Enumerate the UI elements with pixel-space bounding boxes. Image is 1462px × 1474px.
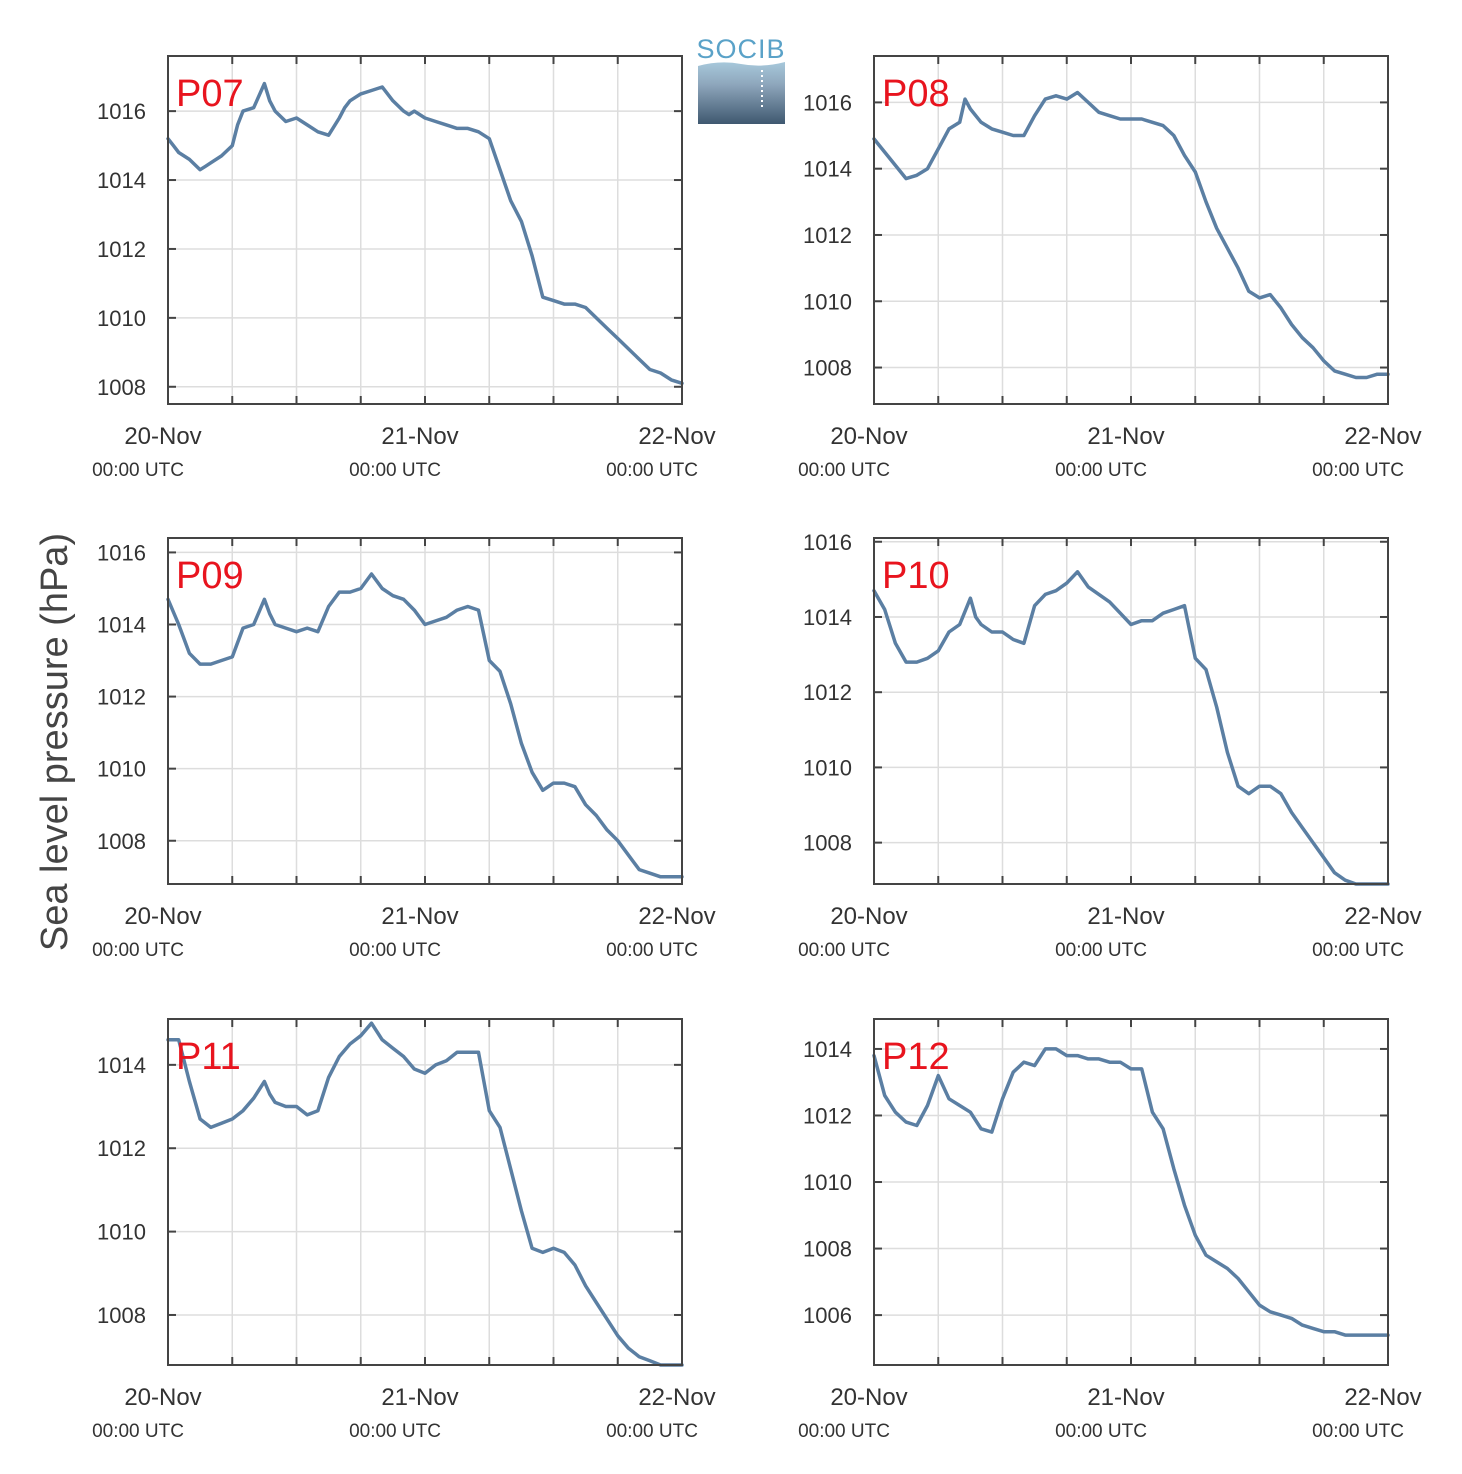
- y-tick-label: 1012: [97, 1136, 146, 1161]
- y-tick-label: 1008: [803, 1237, 852, 1262]
- pressure-series-line: [872, 570, 1390, 886]
- x-tick-date-label: 21-Nov: [1087, 903, 1164, 930]
- y-tick-label: 1014: [97, 1053, 146, 1078]
- y-tick-label: 1014: [97, 168, 146, 193]
- logo-text: SOCIB: [696, 34, 785, 64]
- y-tick-label: 1016: [803, 90, 852, 115]
- pressure-series-line: [872, 1047, 1390, 1337]
- plot-frame: [167, 537, 683, 885]
- y-tick-label: 1014: [803, 157, 852, 182]
- pressure-series-line: [166, 572, 684, 879]
- panel-label: P09: [176, 555, 244, 597]
- panel-label: P08: [882, 73, 950, 115]
- x-tick-time-label: 00:00 UTC: [349, 1421, 441, 1442]
- x-tick-date-label: 22-Nov: [638, 423, 715, 450]
- x-tick-time-label: 00:00 UTC: [798, 940, 890, 961]
- y-tick-label: 1010: [97, 1220, 146, 1245]
- x-tick-time-label: 00:00 UTC: [606, 940, 698, 961]
- y-tick-label: 1010: [97, 757, 146, 782]
- y-tick-label: 1016: [803, 530, 852, 555]
- x-tick-time-label: 00:00 UTC: [92, 1421, 184, 1442]
- y-tick-label: 1014: [803, 605, 852, 630]
- x-tick-time-label: 00:00 UTC: [1055, 1421, 1147, 1442]
- x-tick-time-label: 00:00 UTC: [1312, 940, 1404, 961]
- panel-label: P11: [176, 1036, 241, 1078]
- x-tick-date-label: 22-Nov: [638, 903, 715, 930]
- plot-frame: [167, 55, 683, 405]
- y-tick-label: 1008: [97, 1303, 146, 1328]
- x-tick-date-label: 20-Nov: [830, 423, 907, 450]
- x-tick-date-label: 20-Nov: [124, 1384, 201, 1411]
- x-tick-date-label: 21-Nov: [1087, 1384, 1164, 1411]
- panel-p09: 1008 1010 1012 1014 1016 20-Nov 00:00 UTC 21-No…: [92, 537, 716, 961]
- panel-label: P12: [882, 1036, 950, 1078]
- pressure-series-line: [872, 90, 1390, 380]
- socib-logo: SOCIB: [696, 34, 785, 124]
- x-tick-date-label: 22-Nov: [1344, 903, 1421, 930]
- y-axis-label: Sea level pressure (hPa): [34, 533, 76, 951]
- x-tick-date-label: 20-Nov: [830, 1384, 907, 1411]
- x-tick-time-label: 00:00 UTC: [798, 1421, 890, 1442]
- x-tick-time-label: 00:00 UTC: [606, 460, 698, 481]
- x-tick-time-label: 00:00 UTC: [1312, 1421, 1404, 1442]
- x-tick-date-label: 21-Nov: [1087, 423, 1164, 450]
- plot-frame: [873, 1018, 1389, 1366]
- y-tick-label: 1012: [803, 1103, 852, 1128]
- x-tick-time-label: 00:00 UTC: [1055, 940, 1147, 961]
- y-tick-label: 1008: [97, 375, 146, 400]
- pressure-series-line: [166, 1021, 684, 1367]
- y-tick-label: 1012: [97, 685, 146, 710]
- plot-frame: [167, 1018, 683, 1366]
- y-tick-label: 1008: [803, 831, 852, 856]
- x-tick-time-label: 00:00 UTC: [349, 940, 441, 961]
- x-tick-date-label: 22-Nov: [1344, 1384, 1421, 1411]
- x-tick-date-label: 22-Nov: [1344, 423, 1421, 450]
- y-tick-label: 1012: [803, 680, 852, 705]
- panel-label: P10: [882, 555, 950, 597]
- x-tick-time-label: 00:00 UTC: [606, 1421, 698, 1442]
- x-tick-time-label: 00:00 UTC: [798, 460, 890, 481]
- panel-p11: 1008 1010 1012 1014 20-Nov 00:00 UTC 21-Nov 00:…: [92, 1018, 716, 1442]
- panel-p12: 1006 1008 1010 1012 1014 20-Nov 00:00 UTC 21-No…: [798, 1018, 1422, 1442]
- y-tick-label: 1016: [97, 540, 146, 565]
- x-tick-date-label: 22-Nov: [638, 1384, 715, 1411]
- x-tick-date-label: 20-Nov: [830, 903, 907, 930]
- y-tick-label: 1012: [803, 223, 852, 248]
- x-tick-date-label: 21-Nov: [381, 423, 458, 450]
- x-tick-time-label: 00:00 UTC: [1055, 460, 1147, 481]
- x-tick-time-label: 00:00 UTC: [92, 460, 184, 481]
- y-tick-label: 1008: [97, 829, 146, 854]
- y-tick-label: 1006: [803, 1303, 852, 1328]
- x-tick-date-label: 21-Nov: [381, 903, 458, 930]
- y-tick-label: 1014: [97, 613, 146, 638]
- y-tick-label: 1016: [97, 99, 146, 124]
- plot-frame: [873, 55, 1389, 405]
- x-tick-date-label: 20-Nov: [124, 903, 201, 930]
- logo-wave-shape: [698, 62, 785, 124]
- x-tick-time-label: 00:00 UTC: [92, 940, 184, 961]
- panel-p08: 1008 1010 1012 1014 1016 20-Nov 00:00 UTC 21-No…: [798, 55, 1422, 481]
- y-tick-label: 1010: [803, 755, 852, 780]
- plot-frame: [873, 537, 1389, 885]
- x-tick-time-label: 00:00 UTC: [1312, 460, 1404, 481]
- x-tick-date-label: 20-Nov: [124, 423, 201, 450]
- y-tick-label: 1008: [803, 356, 852, 381]
- panel-label: P07: [176, 73, 244, 115]
- y-tick-label: 1010: [97, 306, 146, 331]
- x-tick-date-label: 21-Nov: [381, 1384, 458, 1411]
- y-tick-label: 1010: [803, 289, 852, 314]
- y-tick-label: 1010: [803, 1170, 852, 1195]
- panel-p07: 1008 1010 1012 1014 1016 20-Nov 00:00 UTC 21-No…: [92, 55, 716, 481]
- y-tick-label: 1014: [803, 1037, 852, 1062]
- panel-p10: 1008 1010 1012 1014 1016 20-Nov 00:00 UTC 21-No…: [798, 530, 1422, 961]
- y-tick-label: 1012: [97, 237, 146, 262]
- pressure-series-line: [166, 81, 684, 386]
- x-tick-time-label: 00:00 UTC: [349, 460, 441, 481]
